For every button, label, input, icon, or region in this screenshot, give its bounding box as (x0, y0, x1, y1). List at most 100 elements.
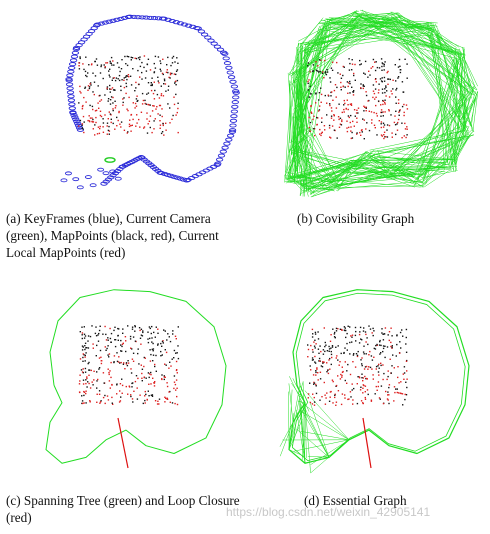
map-point (320, 134, 322, 137)
map-point (121, 343, 124, 345)
map-point (390, 372, 392, 374)
map-point (109, 113, 112, 115)
graph-edge (391, 16, 453, 56)
map-point (125, 385, 127, 388)
map-point (316, 367, 318, 369)
map-point (82, 368, 84, 370)
map-point (97, 378, 99, 381)
keyframe-marker (68, 65, 76, 70)
map-point (401, 329, 403, 331)
map-point (130, 368, 132, 370)
map-point (323, 327, 325, 329)
map-point (127, 109, 129, 112)
map-point (396, 391, 398, 394)
map-point (163, 375, 165, 377)
map-point-cloud (78, 55, 179, 136)
graph-edge (422, 86, 466, 180)
map-point (125, 75, 128, 77)
map-point (176, 352, 178, 354)
map-point (354, 366, 357, 368)
map-point (368, 129, 371, 132)
map-point (345, 336, 347, 339)
graph-edge (424, 167, 454, 188)
map-point (335, 404, 337, 406)
map-point (347, 92, 349, 94)
map-point (377, 371, 380, 373)
keyframe-marker (71, 50, 80, 55)
map-point (384, 101, 386, 104)
map-point (83, 390, 85, 393)
map-point (396, 334, 398, 336)
graph-edge (322, 12, 401, 26)
map-point (120, 121, 123, 123)
map-point (310, 111, 312, 113)
map-point (396, 129, 399, 131)
map-point (148, 326, 151, 328)
map-point (79, 331, 81, 333)
map-point (347, 363, 349, 366)
map-point (149, 126, 151, 129)
map-point (365, 353, 367, 355)
map-point (138, 58, 141, 61)
map-point (165, 71, 168, 73)
graph-edge (369, 130, 462, 151)
map-point (320, 365, 323, 367)
map-point (95, 116, 97, 119)
map-point (360, 359, 362, 361)
map-point (341, 371, 344, 373)
map-point (352, 399, 354, 401)
map-point (171, 118, 173, 120)
map-point (351, 383, 353, 385)
map-point (136, 100, 138, 102)
map-point (167, 85, 170, 87)
map-point (330, 334, 332, 336)
map-point (360, 83, 362, 85)
map-point (397, 66, 400, 68)
map-point (391, 93, 393, 95)
map-point (100, 362, 103, 365)
map-point (121, 392, 123, 394)
map-point (165, 364, 167, 366)
map-point (148, 104, 150, 106)
graph-edge (294, 20, 358, 111)
map-point (108, 380, 111, 382)
map-point (152, 342, 154, 345)
map-point (114, 339, 117, 341)
map-point (320, 59, 322, 61)
map-point (364, 398, 367, 400)
map-point (90, 369, 92, 372)
map-point (387, 78, 389, 80)
map-point (140, 364, 142, 366)
map-point (378, 367, 380, 369)
map-point (320, 101, 322, 103)
map-point (83, 326, 85, 328)
map-point (85, 392, 87, 395)
map-point (379, 398, 381, 400)
map-point (341, 328, 343, 331)
map-point (337, 345, 339, 347)
map-point (168, 76, 170, 79)
graph-edge (446, 48, 460, 164)
map-point (395, 355, 397, 357)
map-point (150, 89, 153, 92)
keyframe-marker (154, 16, 163, 21)
graph-edge (295, 22, 390, 83)
map-point (144, 99, 146, 102)
map-point (399, 65, 401, 67)
map-point (381, 77, 383, 79)
map-point (167, 333, 169, 335)
map-point (372, 90, 375, 92)
map-point (86, 347, 88, 349)
map-point (141, 368, 144, 370)
map-point (175, 352, 177, 354)
map-point (168, 367, 170, 369)
map-point (95, 121, 97, 124)
map-point (119, 383, 122, 385)
map-point (176, 111, 178, 114)
map-point (405, 336, 407, 339)
map-point (166, 397, 168, 399)
map-point (386, 346, 389, 348)
map-point (109, 103, 112, 105)
map-point (333, 115, 335, 117)
map-point (172, 55, 175, 58)
